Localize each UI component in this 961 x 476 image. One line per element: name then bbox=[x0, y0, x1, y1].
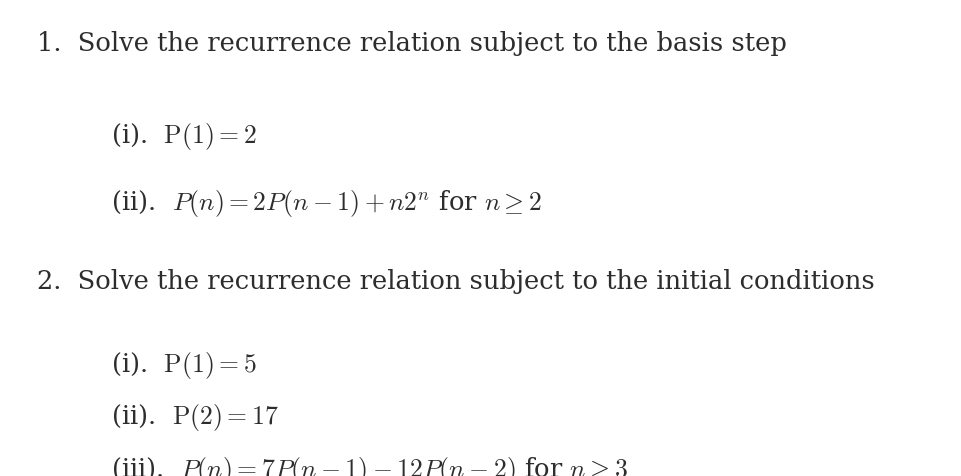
Text: (ii).  $P(n) = 2P(n-1) + n2^n$ for $n \geq 2$: (ii). $P(n) = 2P(n-1) + n2^n$ for $n \ge… bbox=[111, 188, 541, 219]
Text: (iii).  $P(n) = 7P(n-1) - 12P(n-2)$ for $n \geq 3$: (iii). $P(n) = 7P(n-1) - 12P(n-2)$ for $… bbox=[111, 455, 627, 476]
Text: (i).  $\mathrm{P(1){=}5}$: (i). $\mathrm{P(1){=}5}$ bbox=[111, 350, 256, 381]
Text: (i).  $\mathrm{P(1){=}2}$: (i). $\mathrm{P(1){=}2}$ bbox=[111, 121, 256, 152]
Text: 1.  Solve the recurrence relation subject to the basis step: 1. Solve the recurrence relation subject… bbox=[37, 31, 785, 56]
Text: (ii).  $\mathrm{P(2){=}17}$: (ii). $\mathrm{P(2){=}17}$ bbox=[111, 402, 278, 433]
Text: 2.  Solve the recurrence relation subject to the initial conditions: 2. Solve the recurrence relation subject… bbox=[37, 269, 874, 294]
